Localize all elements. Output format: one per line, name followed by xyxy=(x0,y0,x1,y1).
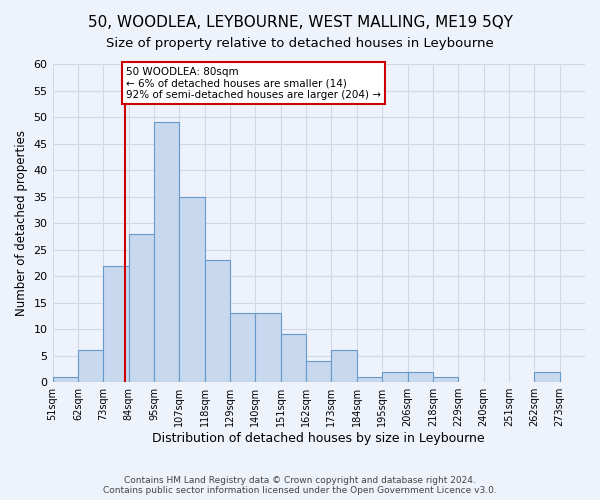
X-axis label: Distribution of detached houses by size in Leybourne: Distribution of detached houses by size … xyxy=(152,432,485,445)
Bar xyxy=(534,372,560,382)
Bar xyxy=(128,234,154,382)
Bar xyxy=(306,361,331,382)
Text: Size of property relative to detached houses in Leybourne: Size of property relative to detached ho… xyxy=(106,38,494,51)
Bar xyxy=(78,350,103,382)
Y-axis label: Number of detached properties: Number of detached properties xyxy=(15,130,28,316)
Text: 50 WOODLEA: 80sqm
← 6% of detached houses are smaller (14)
92% of semi-detached : 50 WOODLEA: 80sqm ← 6% of detached house… xyxy=(126,66,381,100)
Bar xyxy=(357,377,382,382)
Bar xyxy=(382,372,407,382)
Bar xyxy=(154,122,179,382)
Bar xyxy=(53,377,78,382)
Bar xyxy=(205,260,230,382)
Bar xyxy=(230,314,256,382)
Bar xyxy=(179,196,205,382)
Bar xyxy=(256,314,281,382)
Text: 50, WOODLEA, LEYBOURNE, WEST MALLING, ME19 5QY: 50, WOODLEA, LEYBOURNE, WEST MALLING, ME… xyxy=(88,15,512,30)
Bar xyxy=(331,350,357,382)
Bar xyxy=(407,372,433,382)
Bar xyxy=(433,377,458,382)
Bar xyxy=(281,334,306,382)
Text: Contains HM Land Registry data © Crown copyright and database right 2024.
Contai: Contains HM Land Registry data © Crown c… xyxy=(103,476,497,495)
Bar xyxy=(103,266,128,382)
